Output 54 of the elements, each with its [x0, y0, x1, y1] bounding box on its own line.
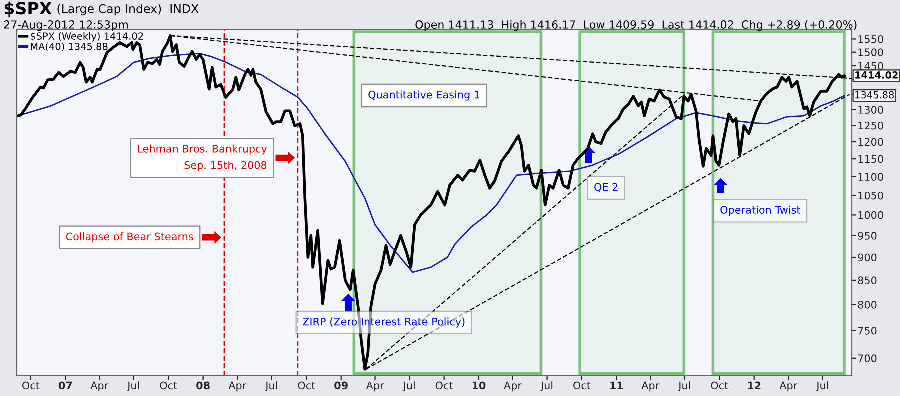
- annotation: 1345.88: [856, 91, 894, 99]
- y-tick-label: 1550: [858, 35, 884, 44]
- x-tick-label: Oct: [22, 382, 40, 390]
- x-tick-label: Oct: [436, 382, 454, 390]
- x-tick-label: Apr: [90, 382, 109, 392]
- legend-label: $SPX (Weekly) 1414.02: [30, 32, 144, 42]
- legend-label: MA(40) 1345.88: [31, 42, 108, 52]
- chart-title: $SPX: [4, 2, 52, 17]
- y-tick-label: 1200: [858, 138, 884, 146]
- x-tick-label: 12: [748, 382, 761, 390]
- x-tick-label: Apr: [366, 382, 384, 392]
- x-tick-label: 10: [472, 382, 486, 390]
- y-tick-label: 800: [858, 301, 877, 309]
- ref-line-label: Lehman Bros. Bankrupcy Sep. 15th, 2008: [138, 144, 268, 172]
- x-tick-label: Jul: [127, 382, 140, 392]
- x-tick-label: Jul: [816, 382, 828, 392]
- annotation: ZIRP (Zero Interest Rate Policy): [303, 318, 465, 328]
- x-tick-label: Jul: [265, 382, 278, 392]
- annotation: Open 1411.13 High 1416.17 Low 1409.59 Last 1414.02 Chg +2.89 (+0.20%): [416, 20, 857, 32]
- y-tick-label: 1100: [858, 173, 884, 182]
- x-tick-label: Apr: [504, 382, 522, 392]
- x-tick-label: Apr: [228, 382, 247, 392]
- y-tick-label: 1000: [858, 211, 884, 220]
- y-tick-label: 1450: [858, 62, 884, 70]
- annotation: QE 2: [594, 183, 618, 192]
- x-tick-label: Jul: [678, 382, 690, 392]
- x-tick-label: Oct: [711, 382, 728, 390]
- y-tick-label: 700: [858, 354, 877, 363]
- chart-subtitle: (Large Cap Index) INDX: [58, 4, 199, 16]
- x-tick-label: 07: [58, 382, 72, 390]
- y-tick-label: 1500: [858, 48, 884, 56]
- annotation: Operation Twist: [720, 206, 801, 216]
- y-tick-label: 1250: [858, 122, 884, 130]
- y-tick-label: 950: [858, 232, 877, 240]
- x-tick-label: 09: [334, 382, 348, 390]
- x-tick-label: Oct: [574, 382, 591, 390]
- x-tick-label: Apr: [642, 382, 660, 392]
- x-tick-label: Jul: [540, 382, 553, 392]
- y-tick-label: 1300: [858, 106, 884, 114]
- band-label: Quantitative Easing 1: [368, 90, 480, 101]
- y-tick-label: 1150: [858, 155, 884, 164]
- x-tick-label: Jul: [402, 382, 415, 392]
- y-tick-label: 900: [858, 254, 877, 262]
- x-tick-label: 11: [610, 382, 624, 390]
- x-tick-label: Oct: [160, 382, 178, 390]
- annotation: 27-Aug-2012 12:53pm: [4, 20, 128, 32]
- x-tick-label: 08: [196, 382, 210, 390]
- y-tick-label: 850: [858, 276, 877, 285]
- y-tick-label: 1050: [858, 192, 884, 200]
- y-tick-label: 750: [858, 326, 877, 335]
- ref-line-label: Collapse of Bear Stearns: [66, 232, 194, 243]
- x-tick-label: Apr: [780, 382, 798, 392]
- x-tick-label: Oct: [298, 382, 316, 390]
- annotation: 1414.02: [856, 72, 898, 79]
